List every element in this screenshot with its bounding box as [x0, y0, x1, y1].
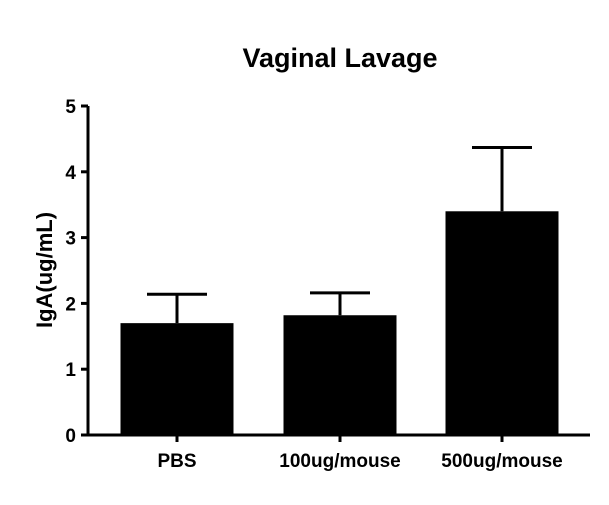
- chart-title: Vaginal Lavage: [242, 43, 437, 73]
- y-tick-label: 5: [65, 97, 76, 118]
- y-tick-label: 1: [65, 360, 76, 381]
- x-tick-label: PBS: [157, 451, 196, 472]
- bar: [120, 323, 234, 435]
- y-tick-label: 0: [65, 426, 76, 447]
- y-axis-label: IgA(ug/mL): [32, 212, 57, 328]
- x-tick-label: 100ug/mouse: [279, 451, 400, 472]
- bar: [445, 211, 559, 435]
- y-tick-label: 2: [65, 294, 76, 315]
- plot-area: 0 1 2 3 4 5 PBS 100ug/mouse 500ug/mouse: [65, 97, 590, 472]
- y-tick-label: 3: [65, 229, 76, 250]
- y-tick-label: 4: [65, 163, 76, 184]
- bar: [283, 315, 397, 435]
- x-tick-label: 500ug/mouse: [441, 451, 562, 472]
